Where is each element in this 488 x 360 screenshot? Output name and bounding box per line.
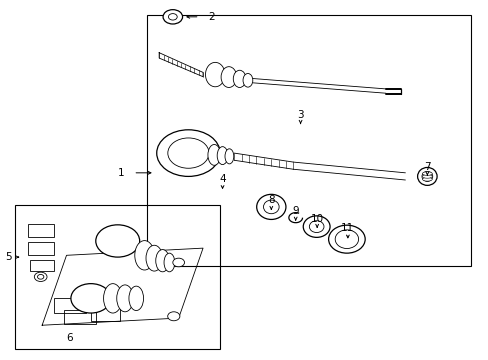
Ellipse shape — [146, 245, 162, 271]
Ellipse shape — [71, 284, 111, 313]
Text: 10: 10 — [310, 214, 323, 224]
Ellipse shape — [163, 10, 182, 24]
Ellipse shape — [207, 144, 220, 165]
Ellipse shape — [422, 175, 431, 178]
Ellipse shape — [224, 149, 233, 164]
Ellipse shape — [422, 172, 431, 175]
Bar — [30, 260, 54, 271]
Bar — [147, 15, 470, 266]
Bar — [15, 205, 220, 348]
Text: 9: 9 — [292, 206, 298, 216]
Ellipse shape — [167, 138, 208, 168]
Ellipse shape — [163, 253, 174, 272]
Ellipse shape — [243, 73, 252, 87]
Text: 3: 3 — [297, 111, 303, 121]
Text: 11: 11 — [341, 223, 354, 233]
Ellipse shape — [217, 147, 227, 165]
Text: 5: 5 — [5, 252, 12, 262]
Ellipse shape — [38, 274, 44, 279]
Ellipse shape — [233, 70, 245, 87]
Ellipse shape — [96, 225, 140, 257]
Ellipse shape — [221, 67, 236, 87]
Ellipse shape — [34, 272, 47, 282]
Ellipse shape — [157, 130, 220, 176]
Text: 1: 1 — [118, 168, 124, 178]
Ellipse shape — [129, 286, 143, 311]
Bar — [54, 298, 86, 313]
Ellipse shape — [422, 177, 431, 181]
Ellipse shape — [117, 285, 133, 312]
Bar — [27, 224, 54, 237]
Ellipse shape — [172, 258, 184, 267]
Ellipse shape — [168, 14, 177, 20]
Bar — [64, 310, 96, 324]
Ellipse shape — [303, 216, 329, 237]
Polygon shape — [159, 53, 203, 77]
Ellipse shape — [263, 200, 279, 214]
Ellipse shape — [417, 167, 436, 185]
Text: 2: 2 — [207, 12, 214, 22]
Ellipse shape — [103, 284, 122, 313]
Ellipse shape — [205, 62, 224, 87]
Bar — [27, 242, 54, 255]
Ellipse shape — [328, 225, 365, 253]
Ellipse shape — [421, 171, 432, 181]
Text: 4: 4 — [219, 174, 225, 184]
Ellipse shape — [167, 312, 180, 321]
Text: 7: 7 — [423, 162, 430, 172]
Ellipse shape — [309, 221, 324, 233]
Ellipse shape — [334, 230, 358, 248]
Ellipse shape — [256, 194, 285, 220]
Text: 6: 6 — [66, 333, 73, 343]
Ellipse shape — [156, 249, 169, 272]
Bar — [91, 307, 120, 320]
Ellipse shape — [135, 240, 154, 270]
Text: 8: 8 — [267, 195, 274, 206]
